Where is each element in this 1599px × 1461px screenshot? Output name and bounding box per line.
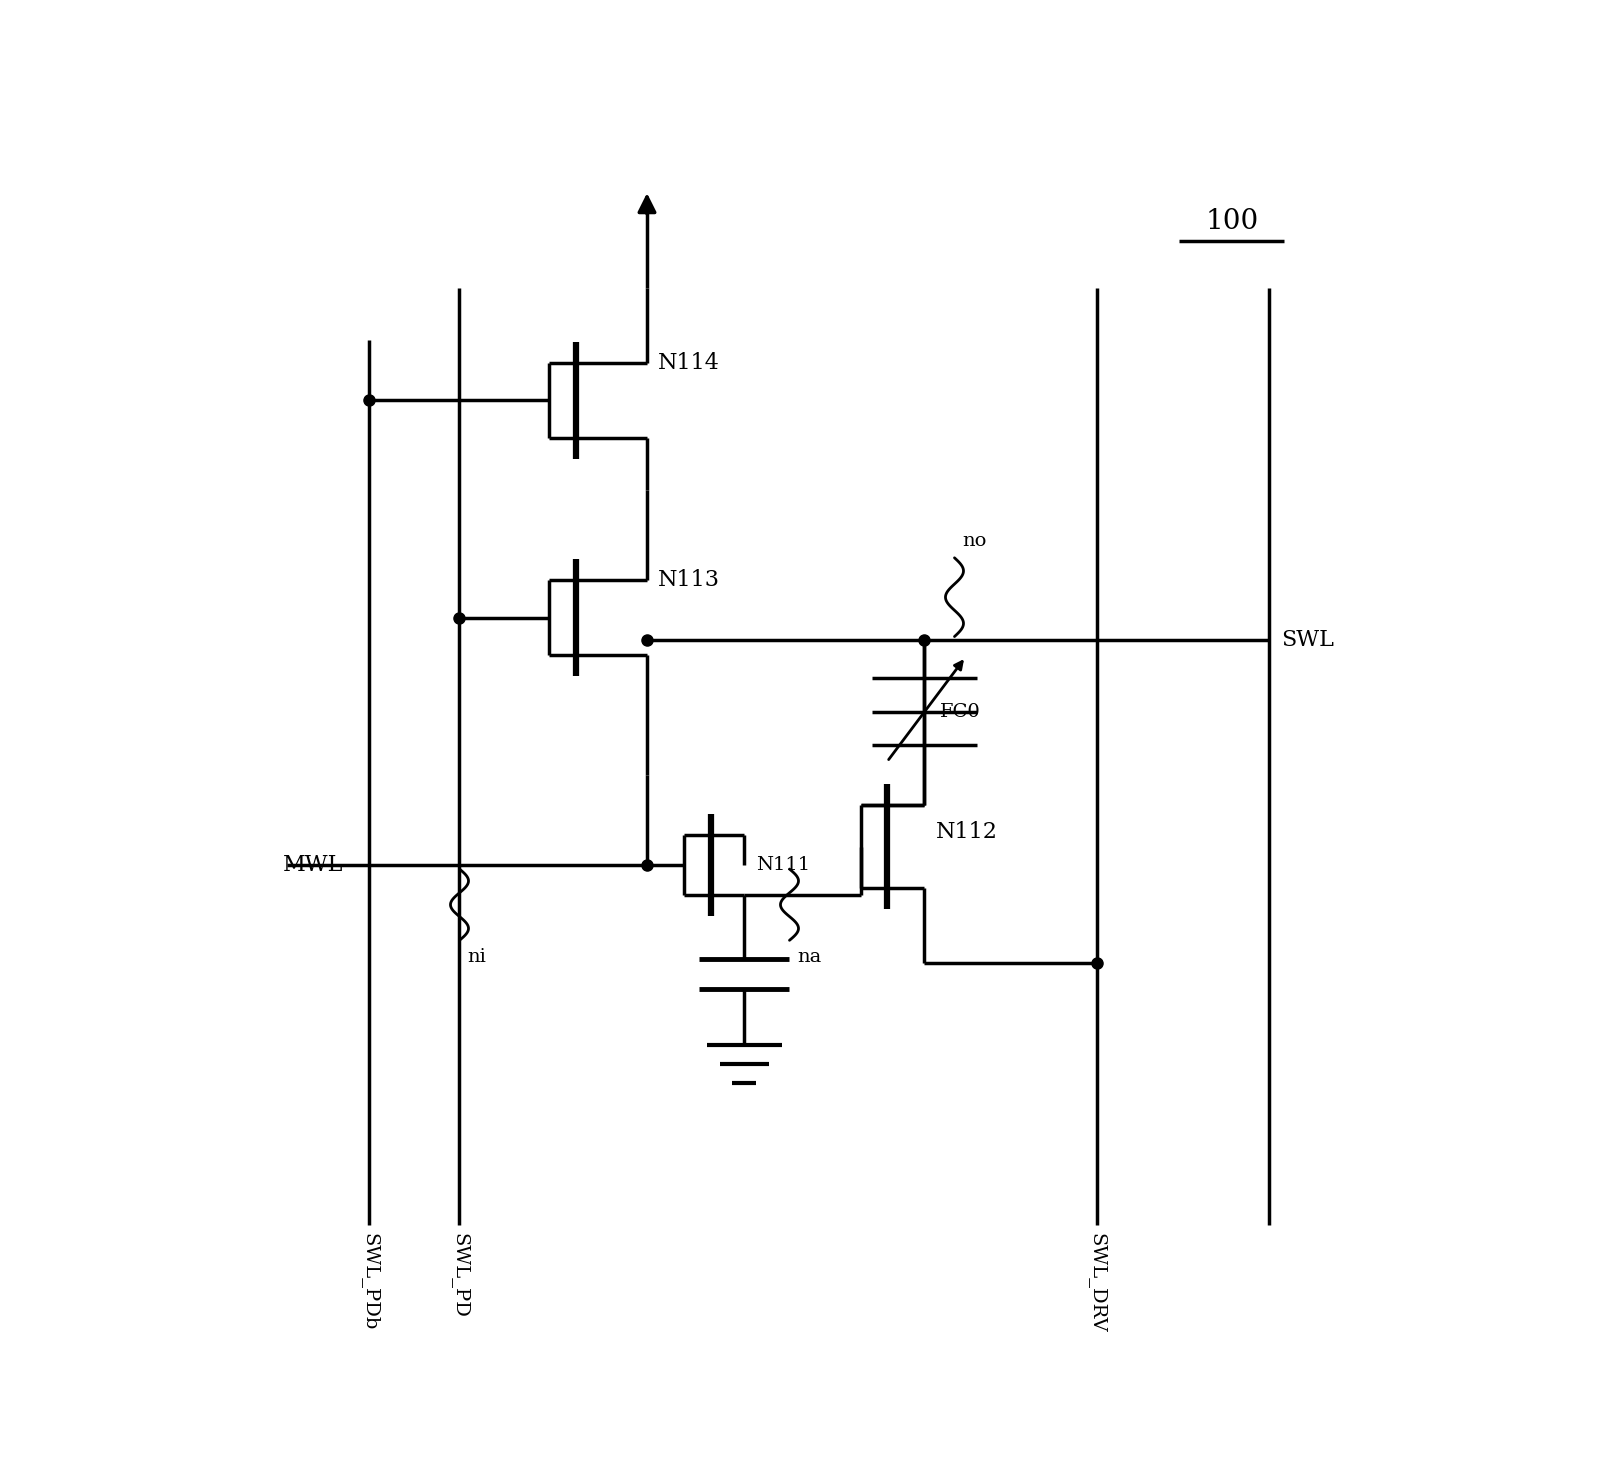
Text: SWL_PD: SWL_PD <box>449 1233 469 1318</box>
Text: N114: N114 <box>659 352 720 374</box>
Text: ni: ni <box>467 948 486 966</box>
Text: SWL: SWL <box>1281 630 1334 652</box>
Text: SWL_DRV: SWL_DRV <box>1087 1233 1107 1332</box>
Text: MWL: MWL <box>283 855 344 877</box>
Text: N113: N113 <box>659 570 720 592</box>
Text: no: no <box>963 532 987 551</box>
Text: N111: N111 <box>756 856 809 874</box>
Text: na: na <box>796 948 822 966</box>
Text: SWL_PDb: SWL_PDb <box>360 1233 379 1330</box>
Text: 100: 100 <box>1206 209 1258 235</box>
Text: FC0: FC0 <box>940 703 980 720</box>
Text: N112: N112 <box>935 821 998 843</box>
